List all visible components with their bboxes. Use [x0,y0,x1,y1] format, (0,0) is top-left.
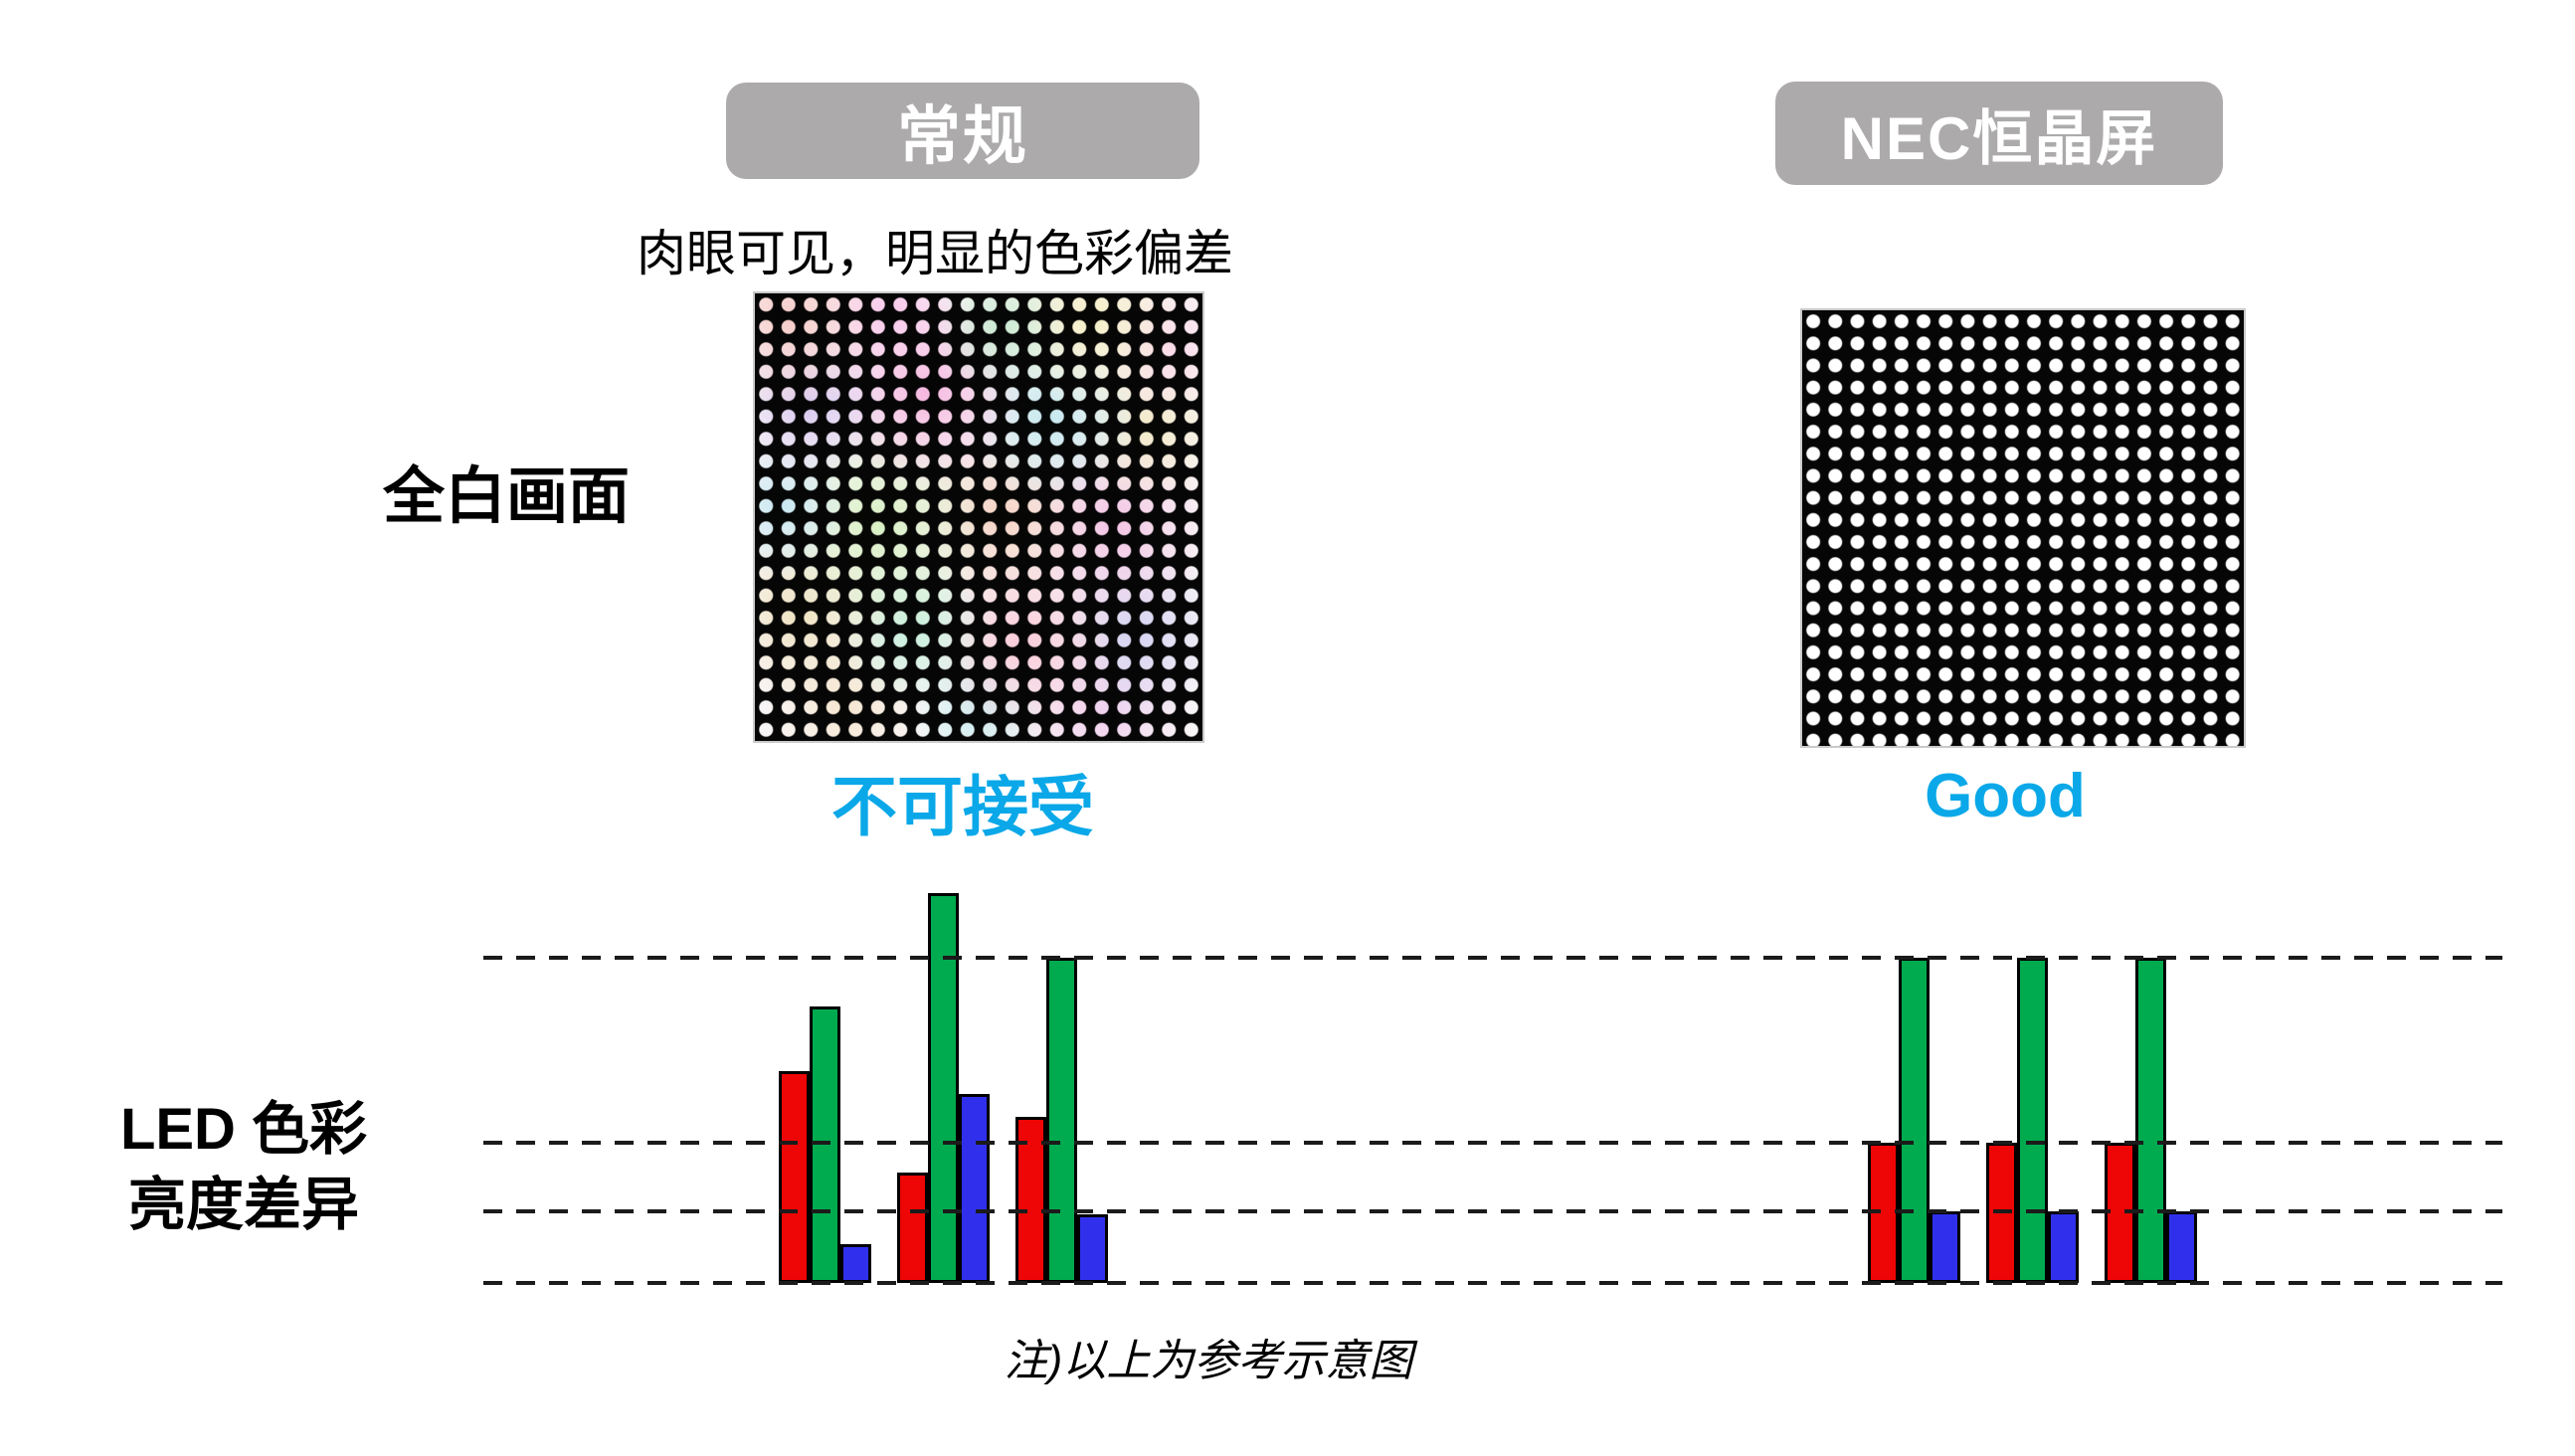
color-deviation-caption: 肉眼可见，明显的色彩偏差 [637,226,1233,281]
bar-group [1986,958,2079,1283]
reference-gridline [483,1141,2502,1145]
reference-gridline [483,1209,2502,1213]
header-badge-conventional-label: 常规 [897,99,1028,172]
chart-panel-nec [1868,958,2197,1283]
bar-r [779,1071,810,1283]
bar-b [840,1244,871,1283]
bar-group [779,1006,871,1283]
chart-area [483,855,2502,1285]
bar-b [1930,1211,1960,1283]
row-label-led-difference-line2: 亮度差异 [127,1173,359,1237]
header-badge-nec-label: NEC恒晶屏 [1840,104,2158,172]
bar-b [2048,1211,2079,1283]
bar-g [2017,958,2048,1283]
bar-group [897,893,990,1283]
color-deviation-tint-overlay [755,293,1202,741]
led-matrix-conventional [753,291,1204,743]
header-badge-nec: NEC恒晶屏 [1775,82,2223,185]
bar-g [810,1006,840,1283]
verdict-nec: Good [1925,762,2086,830]
bar-group [1868,958,1960,1283]
led-matrix-nec [1800,308,2246,748]
bar-group [2105,958,2197,1283]
bar-g [928,893,959,1283]
reference-gridline [483,1281,2502,1285]
bar-group [1015,958,1108,1283]
row-label-led-difference: LED 色彩 亮度差异 [60,1092,428,1243]
footnote: 注)以上为参考示意图 [1004,1337,1413,1385]
header-badge-conventional: 常规 [726,83,1199,179]
row-label-led-difference-line1: LED 色彩 [119,1097,368,1162]
bar-r [897,1173,928,1283]
row-label-white-screen: 全白画面 [383,462,631,531]
bar-b [959,1094,990,1283]
chart-panel-conventional [779,893,1108,1283]
bar-g [1046,958,1077,1283]
bar-b [2166,1211,2197,1283]
bar-g [1899,958,1930,1283]
bar-g [2135,958,2166,1283]
reference-gridline [483,956,2502,960]
verdict-conventional: 不可接受 [831,770,1094,843]
bar-b [1077,1214,1108,1283]
